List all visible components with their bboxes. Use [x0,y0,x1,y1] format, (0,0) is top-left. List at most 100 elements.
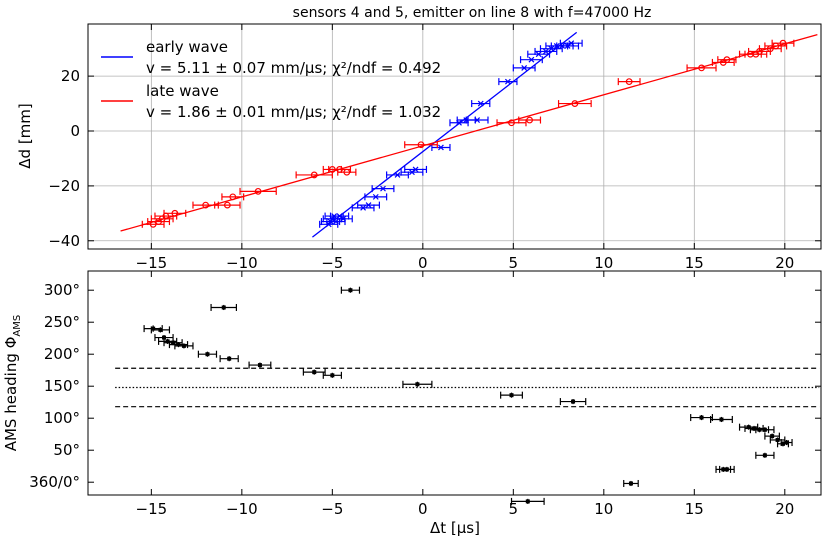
early-wave-marker [564,43,571,49]
early-wave-point [498,78,518,86]
early-wave-marker [477,100,484,107]
heading-marker [752,426,757,431]
bottom-data-points [143,286,793,505]
bottom-y-tick-label: 150° [44,377,80,395]
bottom-y-tick-label: 300° [44,281,80,299]
heading-marker [205,352,210,357]
early-wave-marker [504,78,511,85]
late-wave-marker [202,201,210,209]
late-wave-marker [223,201,231,209]
bottom-y-tick-label: 360/0° [29,473,80,491]
bottom-y-tick-label: 100° [44,409,80,427]
heading-point [402,380,433,388]
early-wave-point [471,100,491,108]
early-wave-marker [365,202,372,209]
early-wave-marker [412,166,419,173]
heading-point [690,414,714,422]
bottom-reference-lines [115,367,820,408]
heading-point [174,342,194,350]
top-x-tick-label: −5 [321,254,343,272]
heading-point [623,479,639,487]
heading-marker [780,441,785,446]
heading-marker [415,382,420,387]
top-y-tick-label: 20 [61,67,80,85]
late-wave-point [221,193,245,201]
late-wave-point [214,201,241,209]
heading-marker [770,434,775,439]
heading-point [210,303,238,311]
heading-marker [719,417,724,422]
heading-marker [176,342,181,347]
late-wave-marker [625,78,633,86]
late-wave-marker [571,100,579,107]
legend: early wave v = 5.11 ± 0.07 mm/μs; χ²/ndf… [101,38,441,121]
bottom-x-tick-label: 15 [685,500,704,518]
top-x-tick-label: 15 [685,254,704,272]
late-wave-marker [343,168,351,176]
heading-marker [151,326,156,331]
heading-marker [312,370,317,375]
early-wave-marker [528,56,535,63]
early-wave-marker [380,185,386,192]
heading-point [559,398,587,406]
top-x-tick-label: 20 [775,254,794,272]
legend-late-wave-stats: v = 1.86 ± 0.01 mm/μs; χ²/ndf = 1.032 [146,103,441,121]
early-wave-point [333,215,353,223]
heading-marker [348,288,353,293]
bottom-y-axis-label: AMS heading ΦAMS [2,315,23,452]
top-data-points [141,39,795,228]
bottom-x-tick-label: −15 [136,500,168,518]
bottom-y-tick-label: 250° [44,313,80,331]
top-y-tick-label: −40 [48,232,80,250]
top-axis-ticks: −40 −20 0 20 −15 −10 −5 0 5 10 15 20 [48,24,821,272]
bottom-x-tick-label: −10 [226,500,258,518]
top-x-tick-label: 10 [594,254,613,272]
bottom-x-tick-label: 20 [775,500,794,518]
heading-marker [162,335,167,340]
late-wave-point [163,209,187,217]
heading-point [302,368,326,376]
heading-point [755,451,775,459]
heading-marker [775,437,780,442]
heading-marker [721,467,726,472]
bottom-x-axis-label: Δt [μs] [430,519,480,537]
early-wave-marker [542,48,549,55]
late-wave-marker [526,116,534,124]
early-wave-point [364,193,388,201]
early-wave-point [371,185,395,193]
late-wave-marker [417,141,425,149]
legend-early-wave-name: early wave [146,38,228,56]
top-panel: −40 −20 0 20 −15 −10 −5 0 5 10 15 20 Δd [mm] early … [16,23,822,272]
late-wave-marker [229,193,237,201]
bottom-plot-frame [87,270,822,496]
early-wave-marker [340,215,347,222]
top-x-tick-label: −10 [226,254,258,272]
early-wave-marker [438,144,444,151]
late-wave-point [404,141,438,149]
late-wave-marker [508,119,515,127]
heading-point [715,465,732,473]
late-wave-point [239,187,277,195]
heading-point [780,439,793,447]
top-plot-frame [87,23,822,250]
late-wave-point [771,39,795,47]
early-wave-marker [521,64,528,71]
heading-marker [762,453,767,458]
bottom-x-tick-label: 5 [509,500,519,518]
heading-point [219,355,239,363]
early-wave-point [404,165,428,173]
late-wave-point [617,78,641,86]
fit-line-early-wave [312,31,578,238]
late-wave-marker [310,171,318,179]
early-wave-point [534,47,558,55]
bottom-y-tick-label: 200° [44,345,80,363]
heading-marker [762,427,767,432]
early-wave-point [527,50,551,58]
heading-marker [171,340,176,345]
late-wave-marker [254,187,262,195]
heading-marker [257,363,262,368]
heading-point [150,326,171,334]
bottom-y-tick-label: 50° [53,441,80,459]
late-wave-point [717,56,737,64]
